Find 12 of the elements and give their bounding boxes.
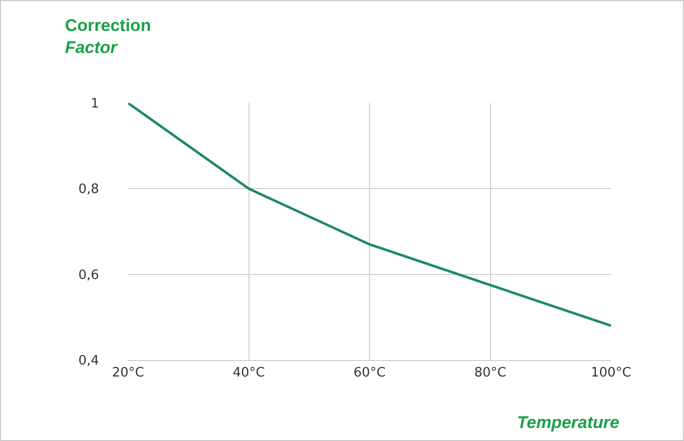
x-tick-label: 60°C <box>353 366 386 381</box>
y-tick-label: 0,8 <box>78 182 99 198</box>
x-tick-label: 20°C <box>112 366 144 381</box>
y-axis-title: Correction Factor <box>65 16 151 58</box>
line-series <box>128 103 611 327</box>
y-tick-label: 1 <box>90 96 99 112</box>
y-tick-label: 0,6 <box>78 268 99 283</box>
x-tick-label: 80°C <box>474 366 506 381</box>
x-axis-title: Temperature <box>517 413 620 432</box>
y-tick-label: 0,4 <box>78 354 99 369</box>
x-tick-label: 40°C <box>232 366 265 381</box>
x-tick-label: 100°C <box>590 366 632 381</box>
